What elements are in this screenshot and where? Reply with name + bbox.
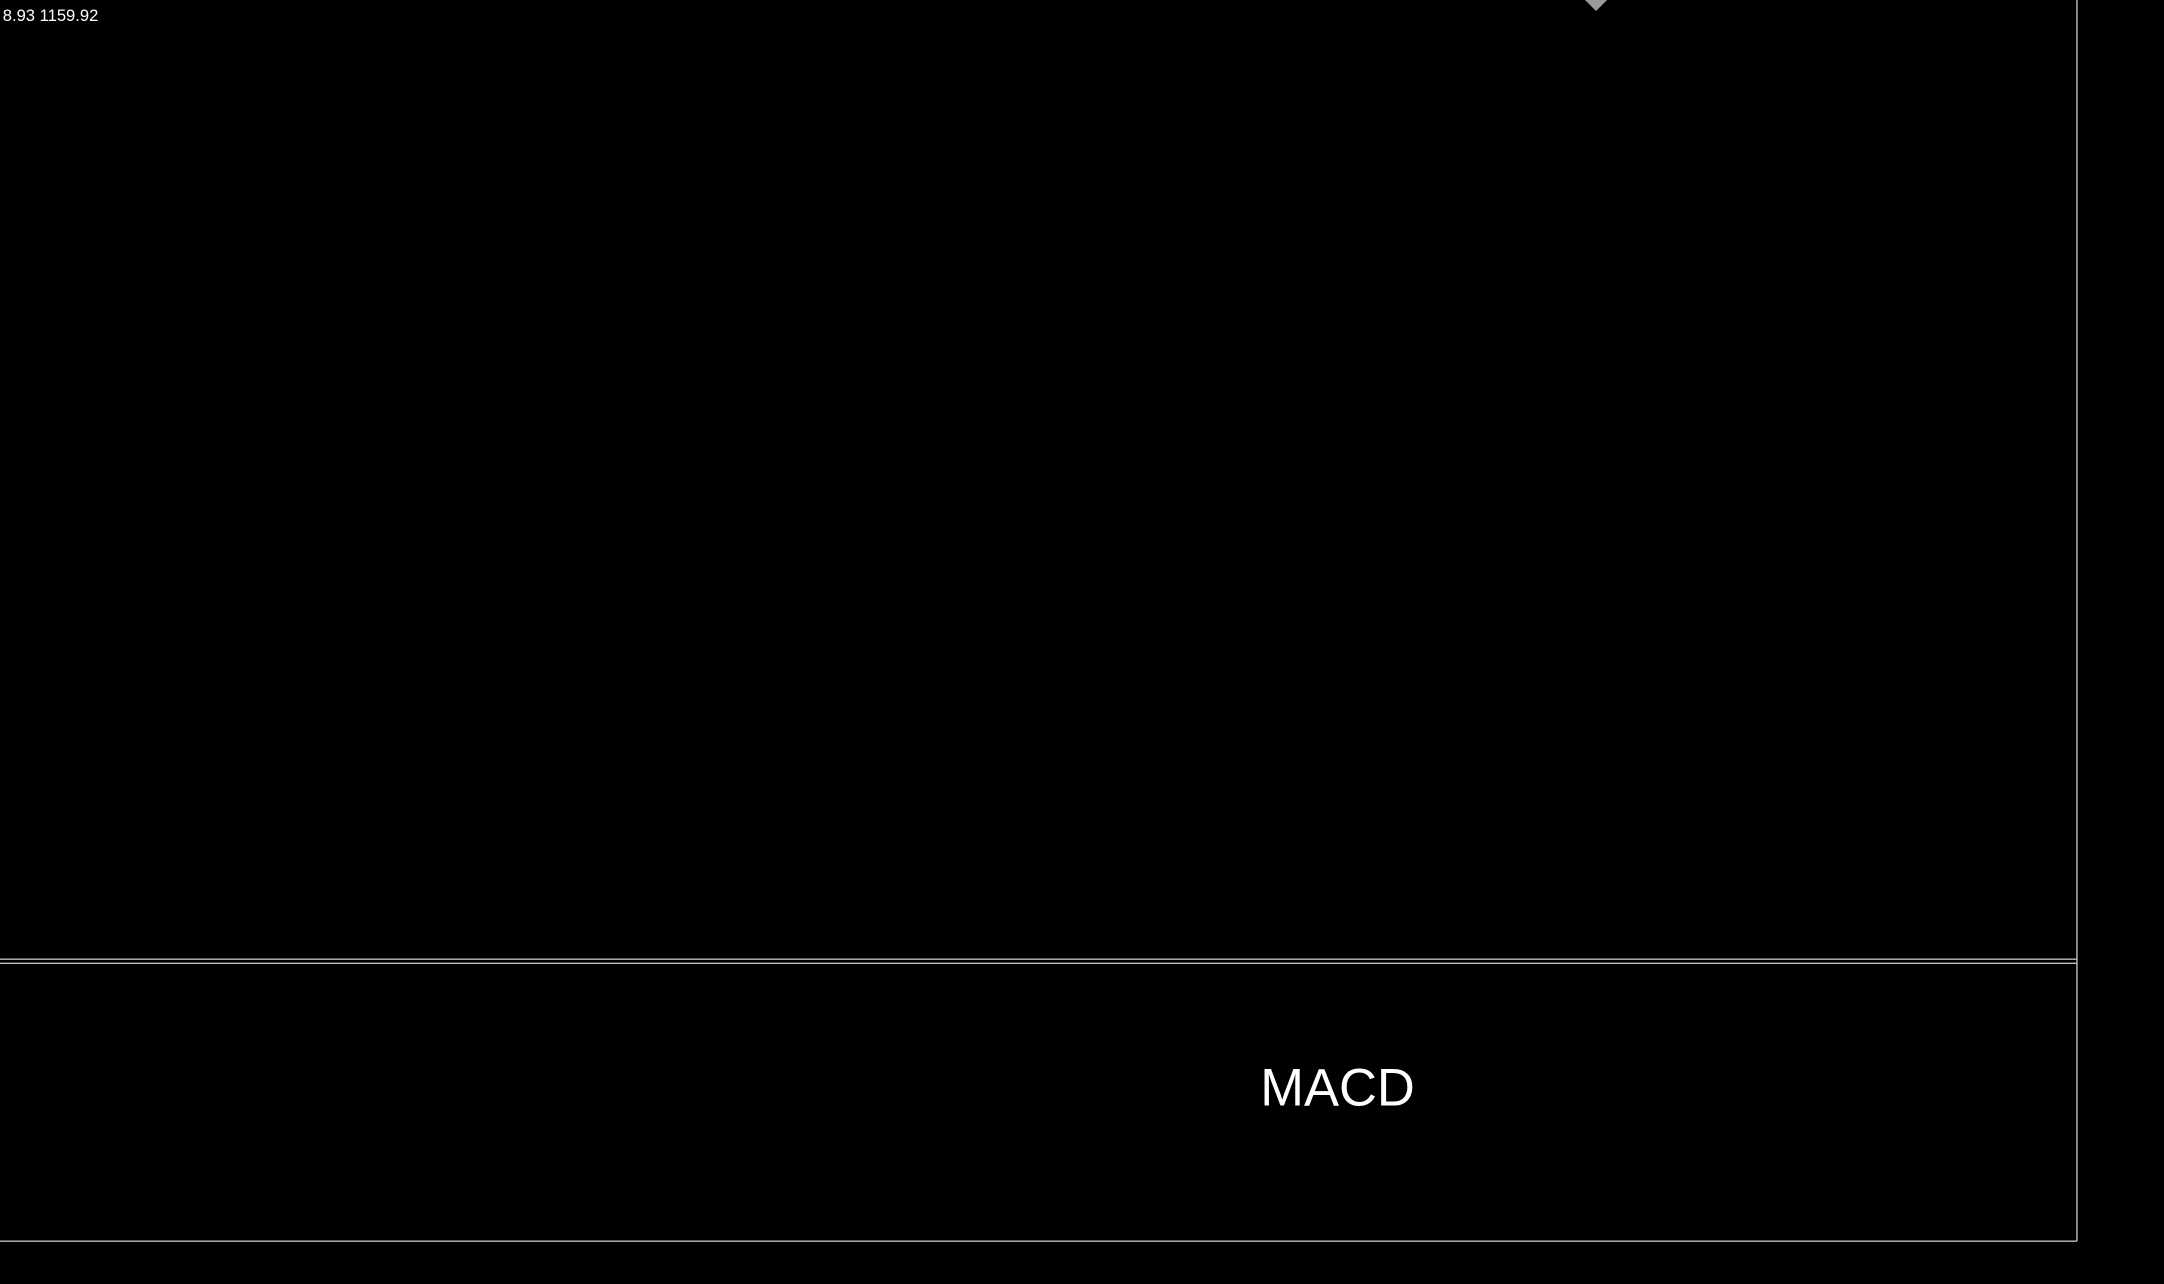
labels: 8.93 1159.92 MACD — [3, 6, 1415, 1118]
header: 8.93 1159.92 — [3, 6, 99, 25]
macd-title: MACD — [1260, 1059, 1415, 1118]
shift-marker — [1584, 0, 1608, 12]
axes — [0, 0, 2078, 1242]
